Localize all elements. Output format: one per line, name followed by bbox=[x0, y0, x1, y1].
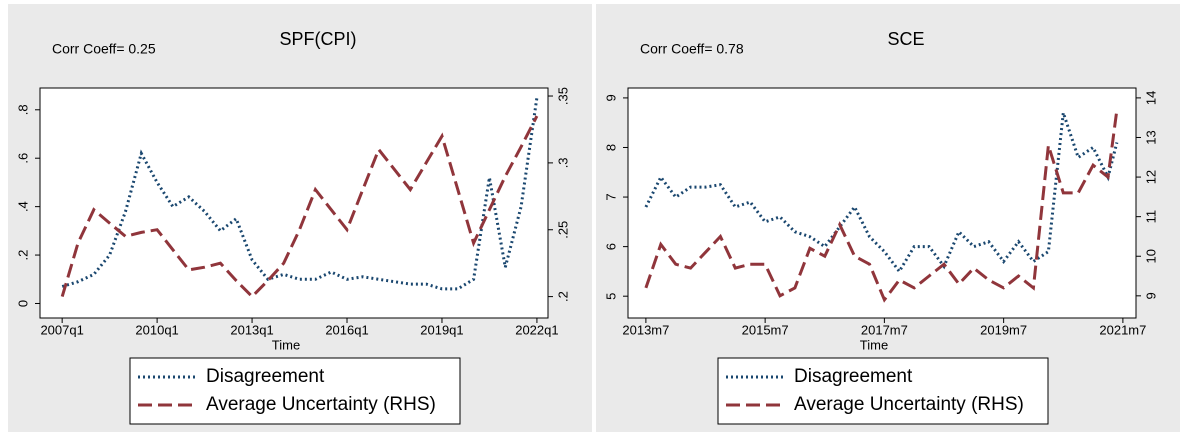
y-tick-label: 0 bbox=[15, 300, 30, 307]
series-line bbox=[644, 109, 1119, 303]
annotation: Corr Coeff= 0.78 bbox=[640, 41, 744, 57]
legend-label: Disagreement bbox=[794, 366, 913, 387]
legend-label: Disagreement bbox=[206, 366, 325, 387]
x-axis-title: Time bbox=[272, 337, 300, 352]
x-tick-label: 2019q1 bbox=[420, 322, 463, 337]
legend-box bbox=[717, 357, 1049, 425]
y-tick-label: 8 bbox=[603, 144, 618, 151]
y-tick-label: 6 bbox=[603, 243, 618, 250]
series-line bbox=[60, 115, 539, 299]
plot-area bbox=[627, 87, 1137, 319]
y2-tick-label: 13 bbox=[1143, 130, 1158, 144]
y2-tick-label: 10 bbox=[1143, 249, 1158, 263]
y-tick-label: .8 bbox=[15, 104, 30, 115]
y2-tick-label: 12 bbox=[1143, 170, 1158, 184]
y2-tick-label: .3 bbox=[555, 157, 570, 168]
legend-label: Average Uncertainty (RHS) bbox=[206, 394, 436, 415]
x-tick-label: 2013q1 bbox=[230, 322, 273, 337]
x-tick-label: 2021m7 bbox=[1099, 322, 1146, 337]
x-tick-label: 2013m7 bbox=[622, 322, 669, 337]
annotation: Corr Coeff= 0.25 bbox=[52, 41, 156, 57]
y-tick-label: 9 bbox=[603, 94, 618, 101]
x-axis-title: Time bbox=[860, 337, 888, 352]
x-tick-label: 2010q1 bbox=[135, 322, 178, 337]
panel: SPF(CPI) Corr Coeff= 0.25 Time 2007q1 2010q1… bbox=[8, 4, 592, 432]
x-tick-label: 2017m7 bbox=[861, 322, 908, 337]
y2-tick-label: .25 bbox=[555, 221, 570, 239]
y2-tick-label: 14 bbox=[1143, 91, 1158, 105]
y2-tick-label: 9 bbox=[1143, 292, 1158, 299]
legend: Disagreement Average Uncertainty (RHS) bbox=[717, 357, 1049, 425]
x-tick-label: 2015m7 bbox=[742, 322, 789, 337]
x-tick-label: 2019m7 bbox=[980, 322, 1027, 337]
y2-tick-label: .35 bbox=[555, 87, 570, 105]
x-tick-label: 2016q1 bbox=[325, 322, 368, 337]
series-line bbox=[644, 112, 1119, 275]
chart-title: SPF(CPI) bbox=[279, 29, 356, 49]
y-tick-label: 5 bbox=[603, 293, 618, 300]
legend: Disagreement Average Uncertainty (RHS) bbox=[129, 357, 461, 425]
y-tick-label: 7 bbox=[603, 193, 618, 200]
chart-title: SCE bbox=[887, 29, 924, 49]
x-tick-label: 2007q1 bbox=[40, 322, 83, 337]
x-tick-label: 2022q1 bbox=[515, 322, 558, 337]
y2-tick-label: 11 bbox=[1143, 210, 1158, 224]
y2-tick-label: .2 bbox=[555, 291, 570, 302]
y-tick-label: .4 bbox=[15, 201, 30, 212]
y-tick-label: .2 bbox=[15, 250, 30, 261]
plot-area bbox=[39, 87, 549, 319]
y-tick-label: .6 bbox=[15, 153, 30, 164]
legend-box bbox=[129, 357, 461, 425]
legend-label: Average Uncertainty (RHS) bbox=[794, 394, 1024, 415]
panel: SCE Corr Coeff= 0.78 Time 2013m7 2015m7 2017m… bbox=[596, 4, 1180, 432]
series-line bbox=[61, 97, 539, 291]
